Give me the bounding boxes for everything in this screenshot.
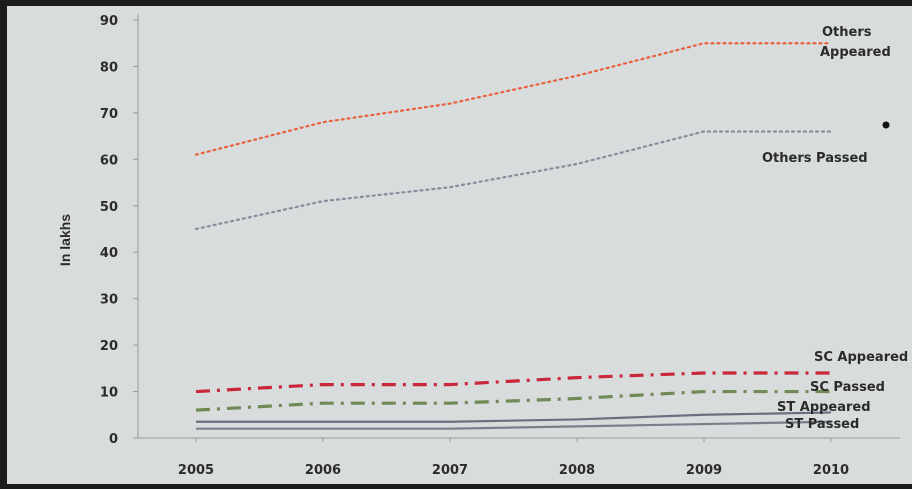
y-tick-label: 40 (100, 246, 118, 261)
x-tick-label: 2005 (178, 463, 214, 478)
series-label-others-appeared: Others (822, 25, 872, 40)
y-tick-label: 10 (100, 386, 118, 401)
annotation-dot (883, 122, 890, 129)
x-tick-label: 2009 (686, 463, 722, 478)
y-tick-label: 30 (100, 293, 118, 308)
series-labels: Others Appeared Others Passed SC Appeared SC… (762, 25, 908, 432)
y-tick-label: 90 (100, 14, 118, 29)
y-tick-label: 80 (100, 60, 118, 75)
y-axis-label: In lakhs (57, 214, 73, 266)
series-line-sc-appeared (196, 373, 831, 392)
series-label-sc-passed: SC Passed (810, 380, 885, 395)
series-label-others-appeared: Appeared (820, 45, 891, 60)
x-tick-label: 2008 (559, 463, 595, 478)
series-line-others-passed (196, 131, 831, 229)
series-label-sc-appeared: SC Appeared (814, 350, 908, 365)
y-tick-label: 70 (100, 107, 118, 122)
series-label-others-passed: Others Passed (762, 151, 868, 166)
series-lines (196, 43, 831, 428)
series-line-others-appeared (196, 43, 831, 154)
y-tick-label: 20 (100, 339, 118, 354)
series-line-sc-passed (196, 392, 831, 411)
series-label-st-passed: ST Passed (785, 417, 859, 432)
y-tick-label: 50 (100, 200, 118, 215)
series-label-st-appeared: ST Appeared (777, 400, 871, 415)
series-line-st-appeared (196, 412, 831, 421)
x-tick-label: 2010 (813, 463, 849, 478)
x-tick-label: 2007 (432, 463, 468, 478)
x-tick-label: 2006 (305, 463, 341, 478)
y-tick-label: 60 (100, 153, 118, 168)
y-tick-label: 0 (109, 432, 118, 447)
